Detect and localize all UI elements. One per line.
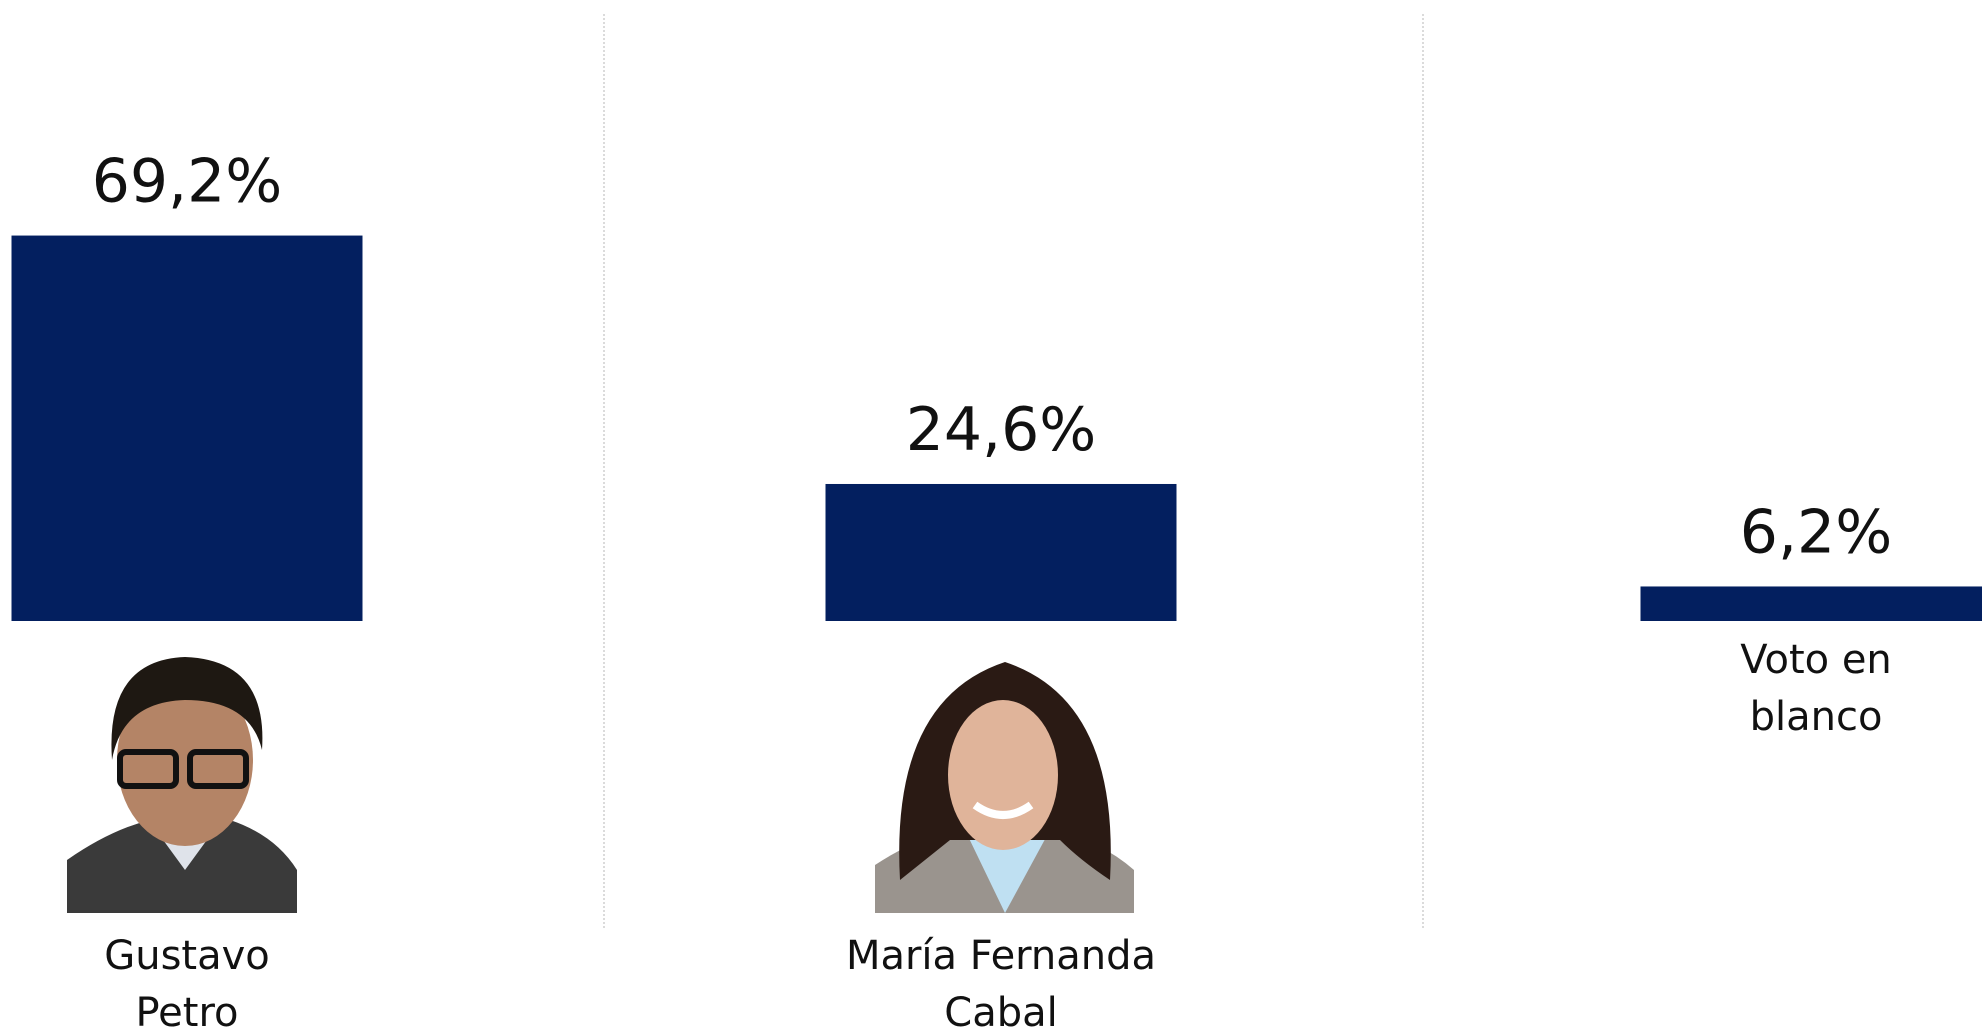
category-label: Gustavo Petro bbox=[104, 933, 270, 1034]
candidate-photo bbox=[875, 657, 1134, 913]
value-label: 6,2% bbox=[1740, 497, 1892, 567]
category-label: María Fernanda Cabal bbox=[845, 933, 1157, 1034]
category-label: Voto en blanco bbox=[1740, 637, 1892, 740]
bar bbox=[11, 235, 363, 621]
bar bbox=[1640, 586, 1982, 621]
candidate-photo bbox=[67, 657, 297, 913]
value-label: 24,6% bbox=[906, 395, 1097, 465]
value-label: 69,2% bbox=[92, 147, 283, 217]
bar bbox=[825, 483, 1177, 621]
